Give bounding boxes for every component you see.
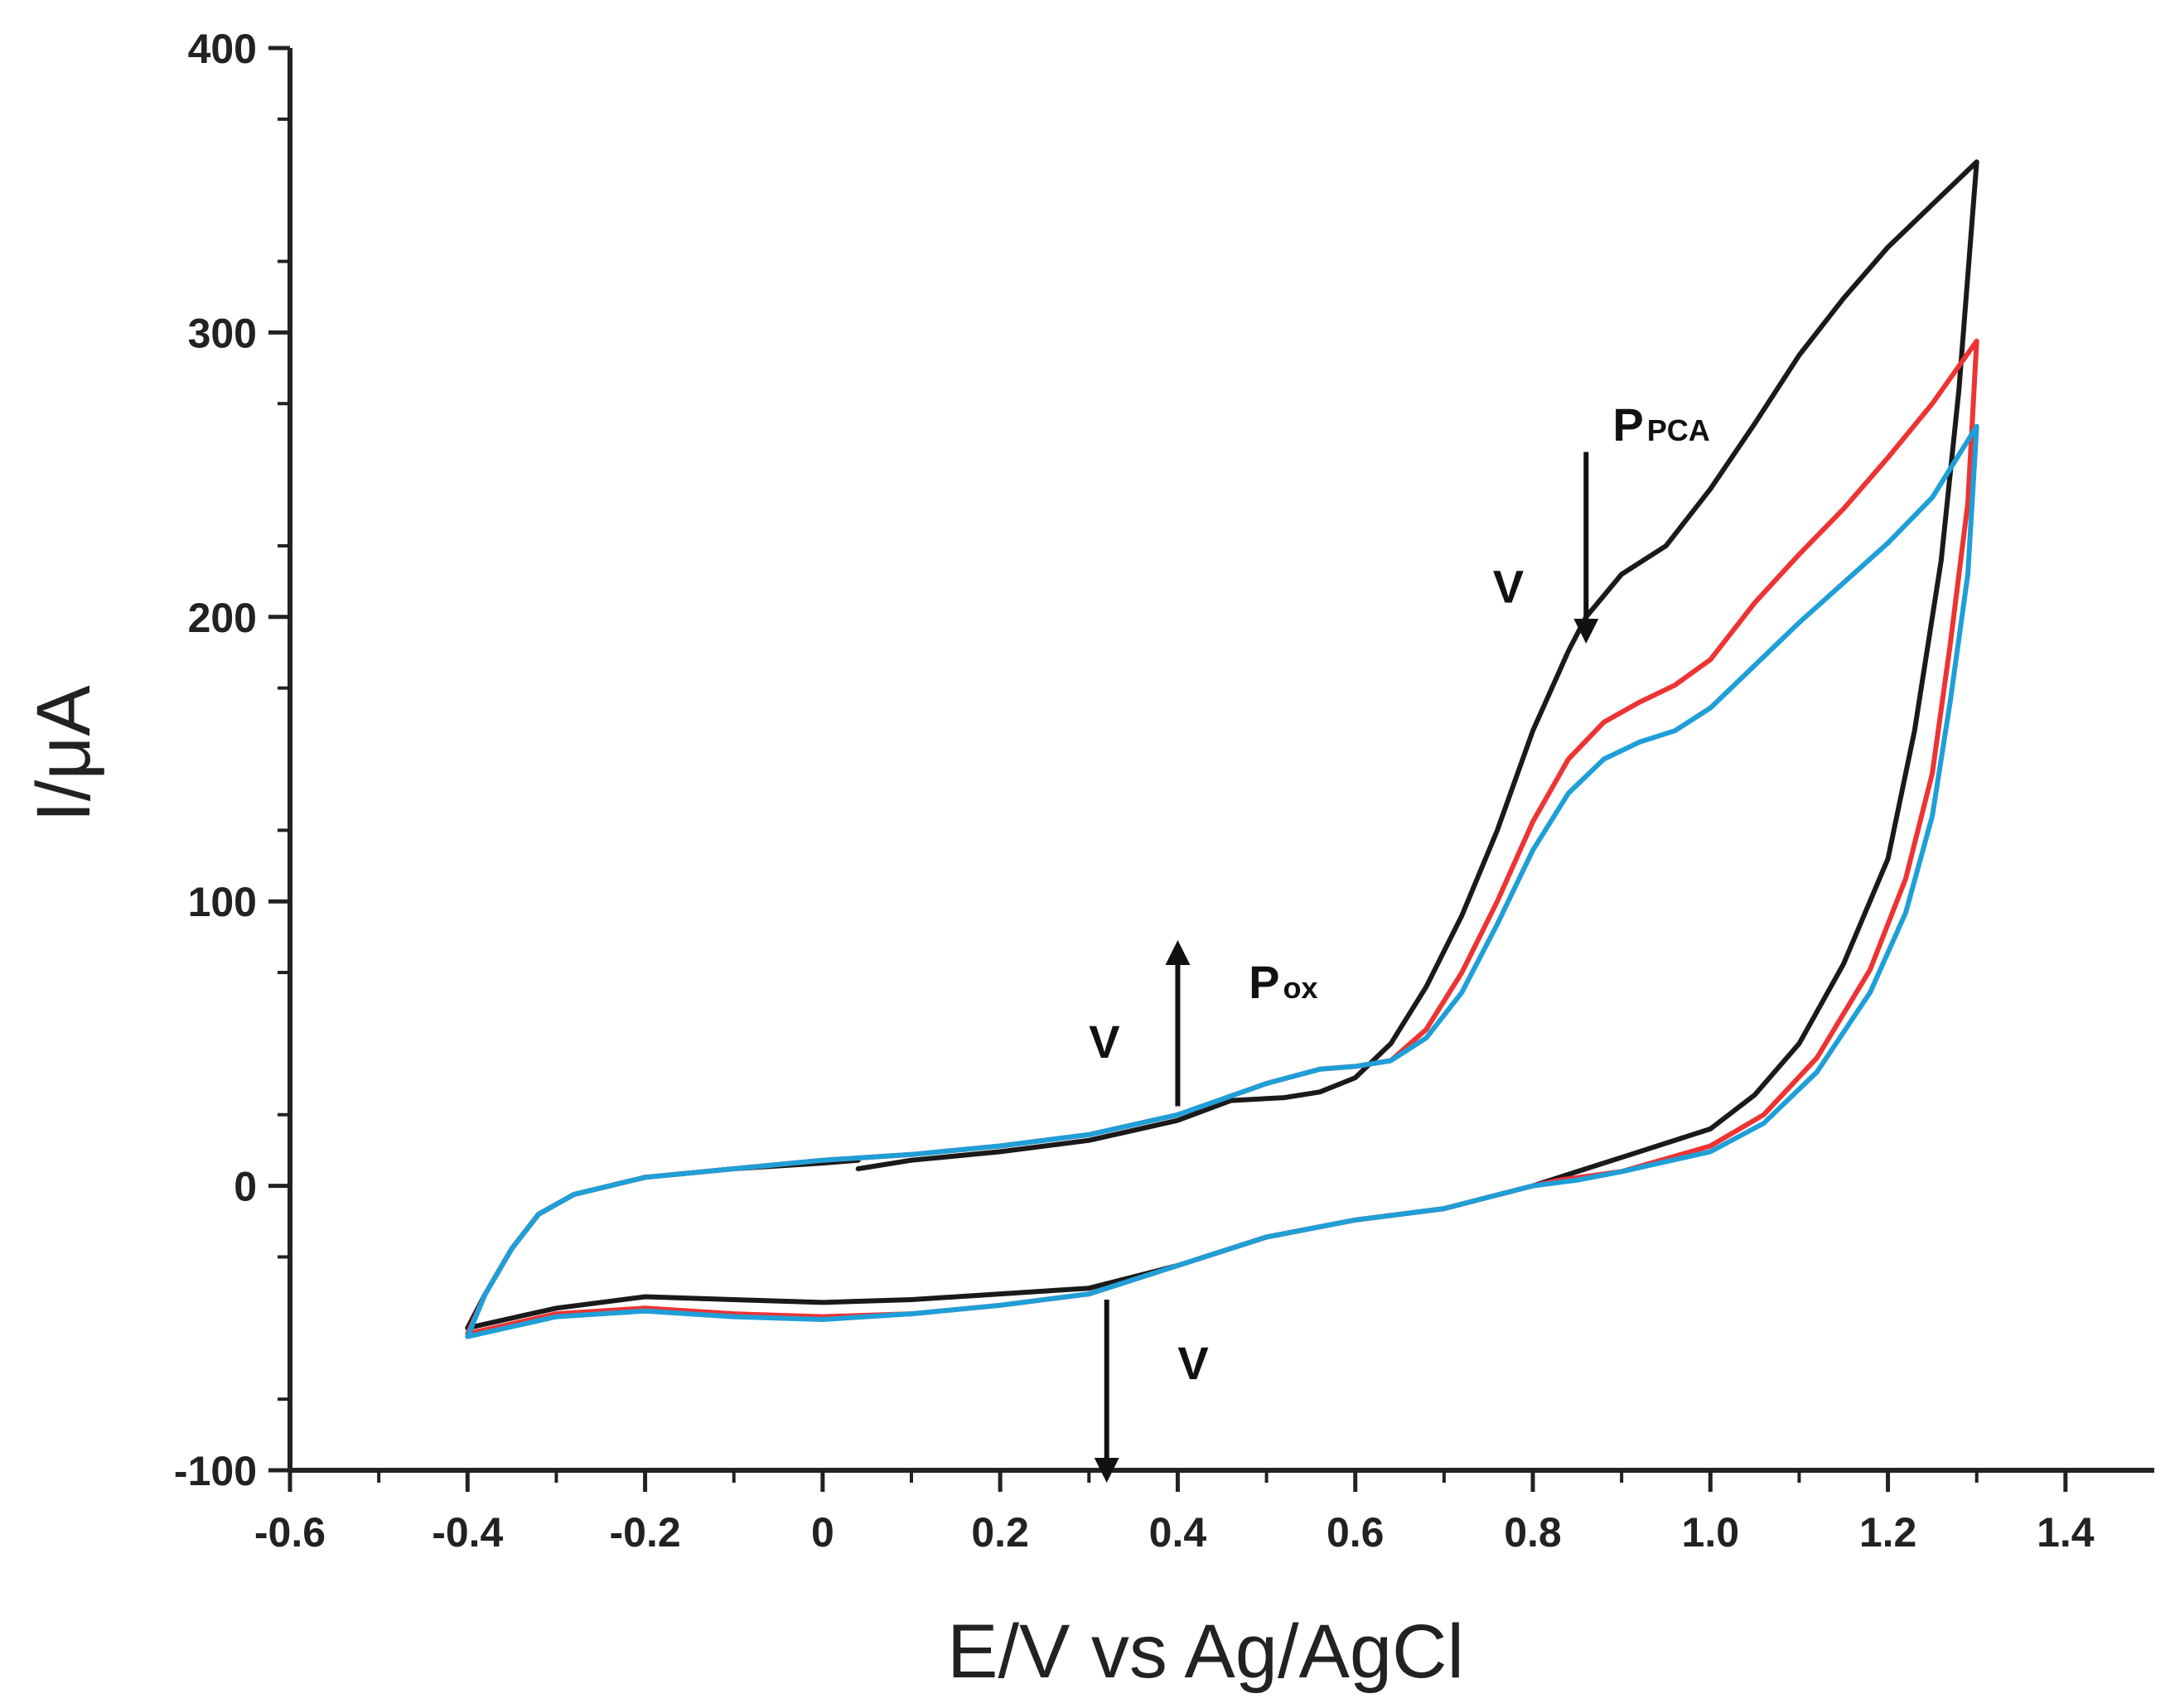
x-tick-label: 0.2 [971, 1509, 1029, 1556]
annotation-v: V [1177, 1337, 1208, 1389]
annotation-p-pca: P PCA [1612, 398, 1709, 451]
x-tick-label: -0.4 [432, 1509, 503, 1556]
x-tick-label: 1.0 [1682, 1509, 1740, 1556]
x-tick-label: -0.6 [254, 1509, 326, 1556]
series-curve-red [465, 338, 1979, 1337]
y-axis-ticks: -100 0 100 200 300 400 [174, 26, 290, 1494]
x-tick-label: 1.4 [2037, 1509, 2095, 1556]
series-curve-blue [465, 423, 1979, 1339]
y-tick-label: 100 [188, 879, 257, 925]
x-axis-ticks: -0.6 -0.4 -0.2 0 0.2 0.4 0.6 0.8 1.0 1.2 1.4 [254, 1470, 2095, 1556]
x-tick-label: 1.2 [1859, 1509, 1917, 1556]
annotation-v: V [1089, 1016, 1119, 1068]
y-tick-label: -100 [174, 1448, 257, 1494]
y-tick-label: 200 [188, 595, 257, 641]
annotation-labels: P PCA P ox V V V [1089, 398, 1710, 1389]
x-tick-label: 0 [811, 1509, 834, 1556]
series-curve-black [465, 159, 1979, 1331]
y-axis-title: I/μA [22, 685, 106, 823]
y-tick-label: 300 [188, 310, 257, 356]
annotation-v: V [1493, 561, 1524, 613]
axes-frame [288, 48, 2154, 1473]
x-tick-label: -0.2 [609, 1509, 680, 1556]
x-axis-title: E/V vs Ag/AgCl [947, 1609, 1464, 1694]
y-tick-label: 0 [234, 1164, 257, 1210]
x-tick-label: 0.8 [1504, 1509, 1562, 1556]
data-series [465, 159, 1979, 1339]
annotation-arrows [1094, 451, 1599, 1483]
x-tick-label: 0.4 [1149, 1509, 1207, 1556]
x-tick-label: 0.6 [1327, 1509, 1385, 1556]
y-tick-label: 400 [188, 26, 257, 72]
